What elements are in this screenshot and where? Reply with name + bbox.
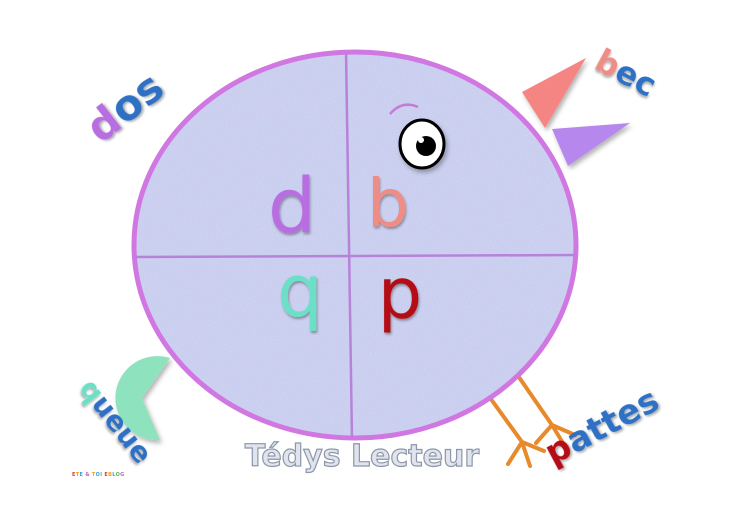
beak-lower-shape: [552, 123, 630, 166]
vertical-divider: [344, 52, 354, 438]
letter-b: b: [367, 165, 409, 242]
letter-q: q: [277, 249, 323, 333]
label-bec: bec: [589, 41, 663, 104]
label-pattes: pattes: [538, 380, 665, 473]
label-dos: dos: [77, 62, 173, 152]
title: Tédys Lecteur: [245, 439, 479, 474]
credit-text: ETE & TOI EBLOG: [72, 472, 125, 478]
bird-body: [134, 52, 576, 438]
svg-text:bec: bec: [589, 41, 663, 104]
svg-text:pattes: pattes: [538, 380, 665, 473]
letter-d: d: [268, 161, 316, 250]
legs: [486, 368, 577, 468]
svg-text:dos: dos: [77, 62, 173, 152]
bird-body-outline: [131, 49, 579, 441]
tail-shape: [115, 356, 170, 441]
letter-p: p: [378, 253, 422, 335]
beak-upper-shape: [522, 58, 586, 128]
eye: [389, 103, 446, 170]
horizontal-divider: [134, 253, 576, 259]
